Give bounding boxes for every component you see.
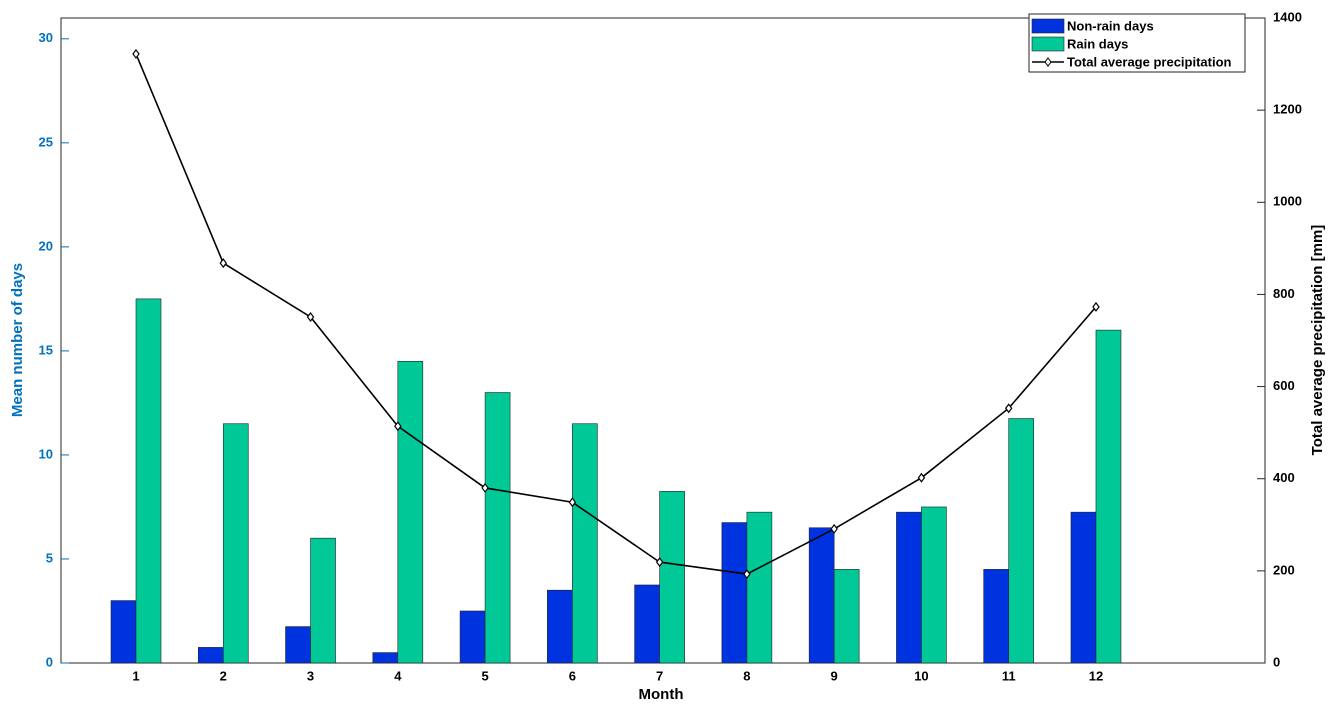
- bar: [634, 584, 660, 664]
- x-tick-label: 3: [307, 668, 314, 683]
- line-marker: [1004, 403, 1013, 414]
- bar: [110, 600, 137, 664]
- x-tick-label: 2: [220, 668, 227, 683]
- x-tick-label: 11: [1002, 668, 1016, 683]
- bar: [135, 298, 162, 664]
- legend-box: [1028, 13, 1246, 73]
- line-marker: [1092, 301, 1100, 312]
- bar: [372, 652, 399, 664]
- y2-tick-label: 200: [1273, 562, 1295, 577]
- y-tick-label: 30: [39, 30, 53, 45]
- x-tick-label: 8: [743, 668, 750, 683]
- bar: [983, 569, 1010, 664]
- x-tick-label: 7: [656, 668, 663, 683]
- bar: [896, 511, 922, 664]
- x-tick-label: 10: [914, 668, 928, 683]
- line-marker: [306, 312, 315, 323]
- bar: [659, 491, 685, 664]
- bar: [808, 527, 835, 664]
- line: [135, 53, 1097, 575]
- line-marker: [481, 482, 489, 493]
- legend-swatch: [1031, 18, 1065, 34]
- y-tick-label: 20: [39, 238, 53, 253]
- legend-swatch: [1031, 36, 1065, 52]
- y2-tick-label: 1000: [1273, 194, 1302, 209]
- y2-tick-label: 800: [1273, 286, 1295, 301]
- y2-tick-label: 600: [1273, 378, 1295, 393]
- bar: [833, 569, 860, 664]
- line-marker: [132, 48, 140, 59]
- bar: [1070, 511, 1097, 664]
- bar: [222, 423, 249, 664]
- x-tick-label: 12: [1089, 668, 1103, 683]
- line-marker: [743, 569, 751, 580]
- bar: [746, 511, 773, 664]
- bar: [397, 361, 424, 664]
- bar: [1095, 329, 1122, 664]
- x-tick-label: 1: [132, 668, 139, 683]
- bar: [721, 522, 748, 664]
- y-axis-label: Mean number of days: [9, 263, 26, 417]
- y2-tick-label: 400: [1273, 470, 1295, 485]
- y-tick-label: 25: [39, 134, 53, 149]
- y2-tick-label: 1400: [1273, 9, 1302, 24]
- legend-marker: [1044, 57, 1052, 67]
- bar: [459, 610, 486, 664]
- x-tick-label: 4: [394, 668, 402, 683]
- y-tick-label: 15: [39, 342, 53, 357]
- y-tick-label: 10: [39, 446, 53, 461]
- line-marker: [830, 523, 838, 534]
- x-tick-label: 9: [831, 668, 838, 683]
- y-tick-label: 5: [46, 550, 53, 565]
- line-marker: [568, 497, 577, 508]
- bar: [547, 589, 573, 664]
- x-axis-label: Month: [639, 686, 684, 702]
- bar: [310, 537, 336, 664]
- x-tick-label: 5: [481, 668, 488, 683]
- bar: [1008, 418, 1035, 664]
- line-marker: [219, 258, 228, 269]
- line-marker: [394, 421, 402, 432]
- line-marker: [917, 472, 926, 483]
- bar: [197, 647, 224, 664]
- line-marker: [655, 557, 664, 568]
- bar: [484, 392, 511, 664]
- legend-label: Non-rain days: [1067, 18, 1154, 33]
- x-tick-label: 6: [569, 668, 576, 683]
- bar: [921, 506, 947, 664]
- bar: [572, 423, 598, 664]
- bar: [285, 626, 311, 664]
- y2-tick-label: 0: [1273, 654, 1280, 669]
- y2-axis-label: Total average precipitation [mm]: [1309, 225, 1326, 456]
- legend-label: Total average precipitation: [1067, 54, 1232, 69]
- y2-tick-label: 1200: [1273, 102, 1302, 117]
- legend-label: Rain days: [1067, 36, 1128, 51]
- y-tick-label: 0: [46, 654, 53, 669]
